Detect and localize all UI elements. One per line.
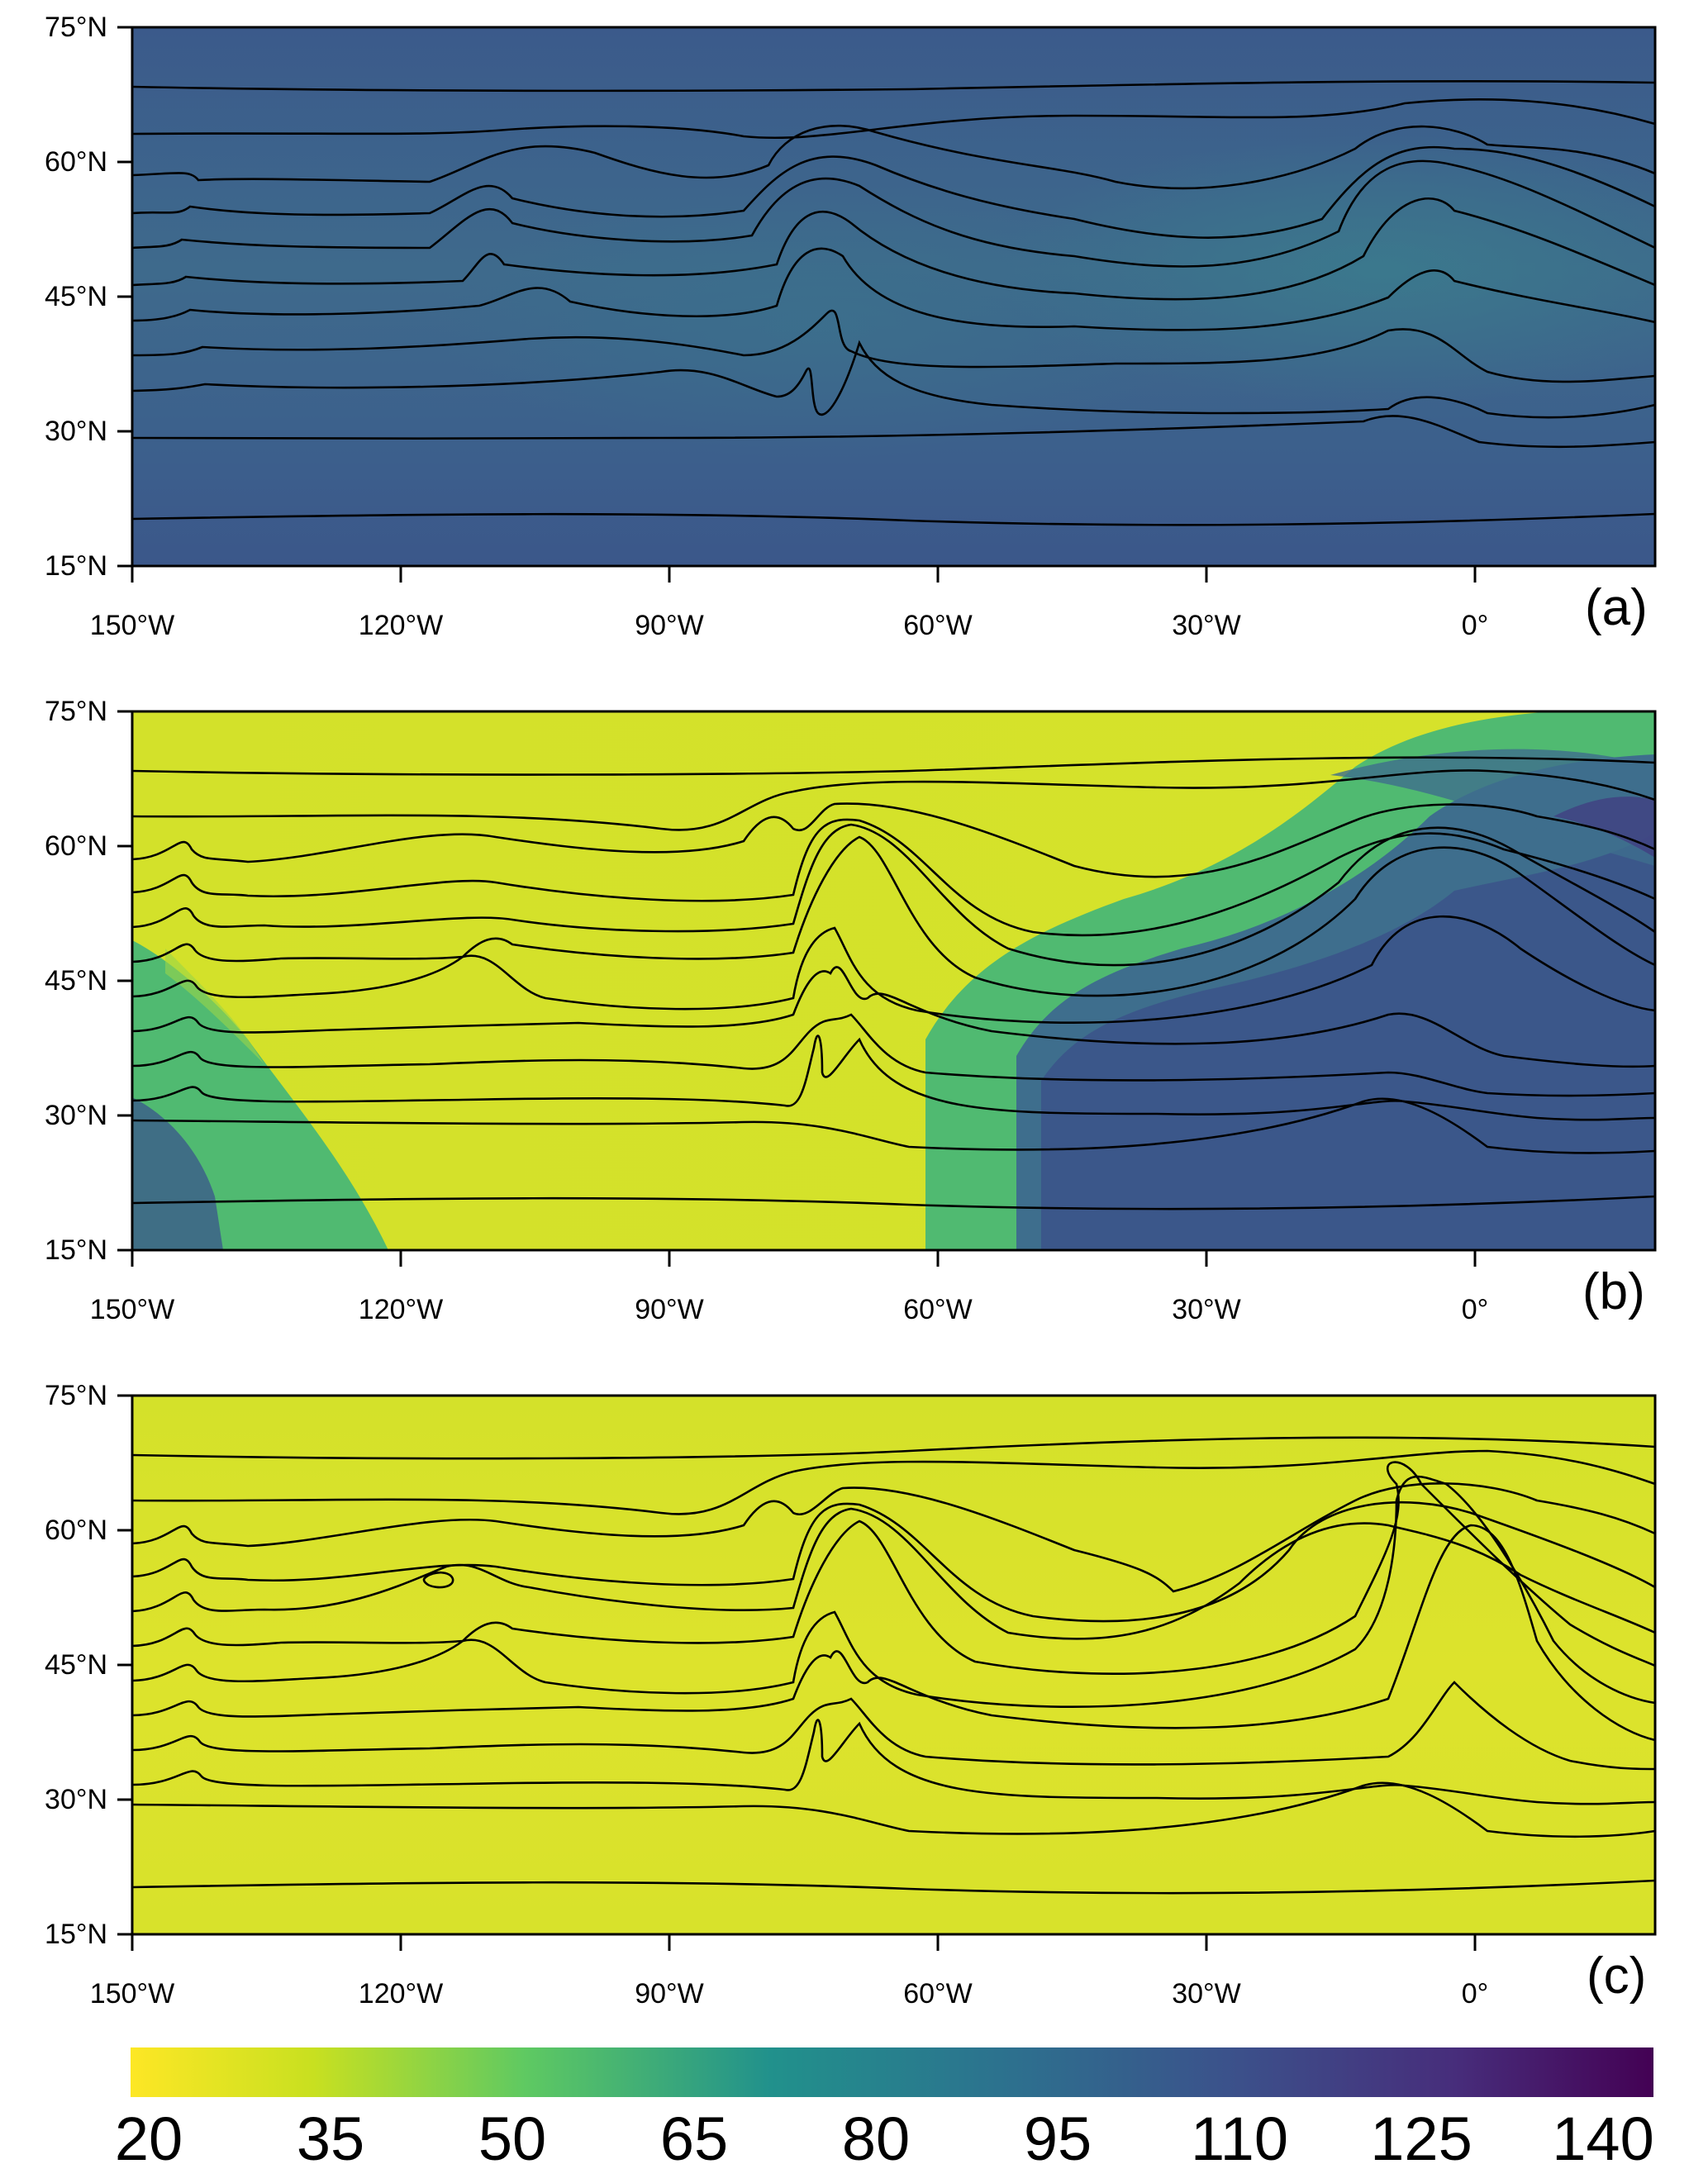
- contour: [131, 823, 1656, 967]
- x-tick-label: 0°: [1461, 1294, 1489, 1325]
- colorbar-tick: 20: [114, 2105, 183, 2173]
- y-tick-label: 30°N: [45, 1100, 107, 1131]
- contour: [131, 197, 1656, 301]
- contour: [131, 1013, 1656, 1097]
- x-tick-label: 120°W: [358, 610, 444, 641]
- colorbar-tick: 110: [1191, 2105, 1288, 2173]
- y-tick-label: 45°N: [45, 1649, 107, 1681]
- contour: [422, 1571, 454, 1589]
- x-tick-marks: [131, 566, 1477, 583]
- y-tick-label: 60°N: [45, 1515, 107, 1546]
- y-tick-label: 75°N: [45, 696, 107, 727]
- colorbar-tick: 140: [1552, 2105, 1654, 2173]
- contour: [131, 1097, 1656, 1154]
- panel-c: 75°N 60°N 45°N 30°N 15°N 150°W 120°W 90°…: [0, 1368, 1708, 2029]
- contour-lines: [131, 756, 1656, 1210]
- x-tick-marks: [131, 1934, 1477, 1951]
- contour: [131, 1482, 1656, 1593]
- contour: [131, 915, 1656, 1024]
- x-tick-label: 120°W: [358, 1294, 444, 1325]
- x-tick-label: 150°W: [89, 1978, 175, 2009]
- contour: [131, 966, 1656, 1068]
- colorbar-tick: 65: [659, 2105, 729, 2173]
- contour: [131, 802, 1656, 878]
- contour: [131, 1475, 1656, 1708]
- y-tick-label: 75°N: [45, 12, 107, 43]
- x-tick-label: 0°: [1461, 1978, 1489, 2009]
- contour: [131, 159, 1656, 268]
- x-tick-label: 30°W: [1172, 610, 1241, 641]
- colorbar-tick: 125: [1370, 2105, 1472, 2173]
- y-tick-marks: [117, 26, 132, 568]
- panel-label: (a): [1585, 579, 1648, 636]
- colorbar-tick: 35: [296, 2105, 365, 2173]
- x-tick-label: 60°W: [903, 1294, 973, 1325]
- contour: [131, 1681, 1656, 1771]
- contour: [131, 769, 1656, 831]
- contour: [131, 79, 1656, 93]
- y-tick-label: 45°N: [45, 281, 107, 312]
- contour: [131, 247, 1656, 331]
- y-tick-label: 15°N: [45, 1919, 107, 1950]
- colorbar-tick: 50: [478, 2105, 547, 2173]
- colorbar-tick: 80: [841, 2105, 911, 2173]
- x-tick-label: 0°: [1461, 610, 1489, 641]
- y-tick-label: 30°N: [45, 416, 107, 447]
- contour: [131, 1719, 1656, 1805]
- x-tick-label: 60°W: [903, 610, 973, 641]
- y-tick-marks: [117, 1394, 132, 1936]
- panel-label: (c): [1587, 1948, 1647, 2005]
- contour: [131, 756, 1656, 776]
- contour: [131, 1436, 1656, 1460]
- x-tick-label: 120°W: [358, 1978, 444, 2009]
- contour: [131, 1195, 1656, 1210]
- y-tick-label: 75°N: [45, 1380, 107, 1411]
- contour: [131, 1507, 1656, 1640]
- contour: [131, 512, 1656, 526]
- x-tick-label: 60°W: [903, 1978, 973, 2009]
- contour: [131, 1781, 1656, 1838]
- x-tick-label: 30°W: [1172, 1294, 1241, 1325]
- x-tick-label: 90°W: [635, 1978, 704, 2009]
- contour: [131, 1879, 1656, 1895]
- contour: [131, 1034, 1656, 1121]
- y-tick-label: 60°N: [45, 830, 107, 862]
- y-tick-marks: [117, 710, 132, 1252]
- x-tick-label: 30°W: [1172, 1978, 1241, 2009]
- map-b: [117, 710, 1657, 1267]
- y-tick-label: 60°N: [45, 146, 107, 178]
- colorbar-gradient: [131, 2047, 1653, 2097]
- map-c: [117, 1394, 1657, 1951]
- y-tick-label: 15°N: [45, 550, 107, 582]
- x-tick-marks: [131, 1250, 1477, 1267]
- y-tick-label: 30°N: [45, 1784, 107, 1815]
- y-tick-label: 45°N: [45, 965, 107, 996]
- panel-label: (b): [1582, 1263, 1645, 1320]
- map-a: [117, 26, 1657, 583]
- x-tick-label: 150°W: [89, 610, 175, 641]
- contour-lines: [131, 79, 1656, 526]
- contour: [131, 1524, 1656, 1742]
- y-tick-label: 15°N: [45, 1234, 107, 1266]
- contour: [131, 835, 1656, 997]
- panel-b: 75°N 60°N 45°N 30°N 15°N 150°W 120°W 90°…: [0, 684, 1708, 1345]
- colorbar: [131, 2047, 1653, 2097]
- contour-lines: [131, 1436, 1656, 1895]
- x-tick-label: 150°W: [89, 1294, 175, 1325]
- contour: [131, 1461, 1656, 1675]
- x-tick-label: 90°W: [635, 610, 704, 641]
- contour: [131, 415, 1656, 449]
- colorbar-tick: 95: [1023, 2105, 1092, 2173]
- contour: [131, 145, 1656, 239]
- contour: [131, 309, 1656, 383]
- x-tick-label: 90°W: [635, 1294, 704, 1325]
- contour: [131, 1501, 1656, 1623]
- panel-a: 75°N 60°N 45°N 30°N 15°N 150°W 120°W 90°…: [0, 0, 1708, 661]
- contour: [131, 98, 1656, 140]
- contour: [131, 340, 1656, 419]
- contour: [131, 1449, 1656, 1515]
- contour: [131, 124, 1656, 190]
- field-fill: [132, 1396, 1655, 1934]
- contour: [131, 818, 1656, 937]
